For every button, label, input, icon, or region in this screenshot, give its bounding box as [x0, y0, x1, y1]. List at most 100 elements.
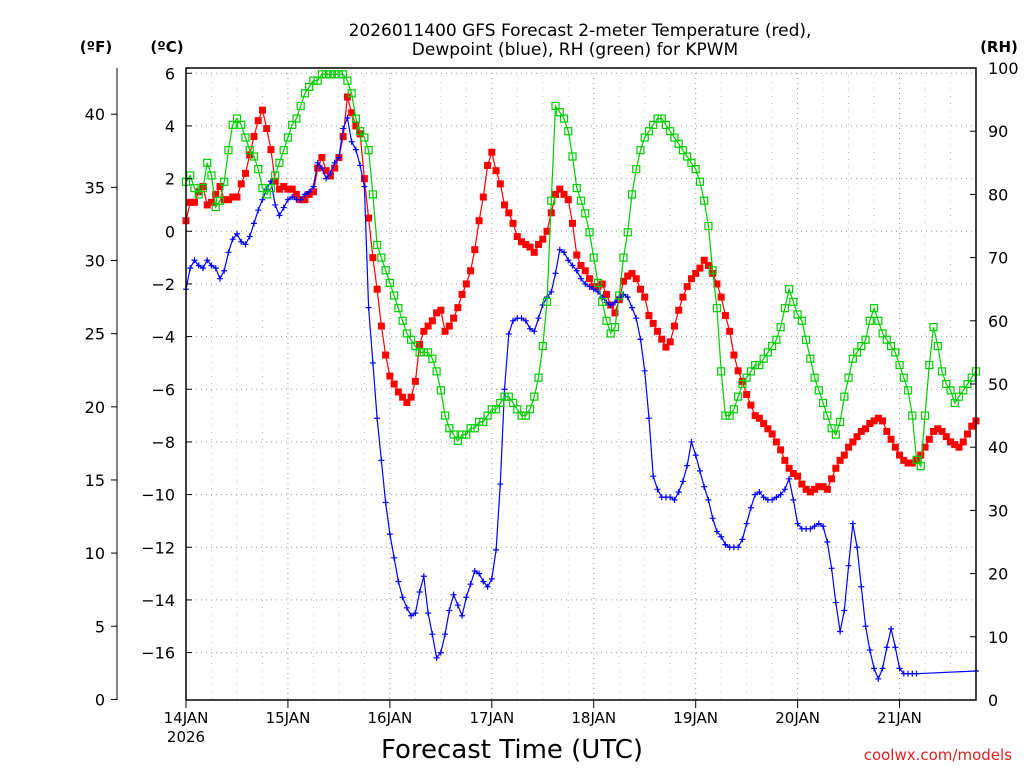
- rh-point: [704, 221, 713, 231]
- dewpoint-point: [624, 294, 631, 301]
- temperature-point: [649, 319, 657, 327]
- temperature-point: [751, 412, 759, 420]
- rh-point: [797, 316, 806, 325]
- rh-point: [827, 424, 836, 433]
- temperature-point: [331, 164, 339, 172]
- rh-point: [258, 183, 267, 193]
- fahrenheit-tick-label: 35: [85, 178, 105, 197]
- rh-point: [785, 285, 794, 294]
- temperature-point: [377, 322, 385, 330]
- rh-point: [564, 127, 573, 136]
- dewpoint-point: [510, 317, 517, 324]
- dewpoint-point: [858, 583, 865, 590]
- temperature-point: [403, 398, 411, 406]
- x-tick-label: 19JAN: [673, 709, 718, 727]
- dewpoint-point: [807, 525, 814, 532]
- rh-point: [466, 424, 475, 433]
- rh-point: [840, 392, 849, 401]
- temperature-point: [891, 443, 899, 451]
- rh-point: [831, 430, 840, 439]
- chart-title-line1: 2026011400 GFS Forecast 2-meter Temperat…: [349, 21, 812, 41]
- dewpoint-point: [645, 415, 652, 422]
- dewpoint-point: [420, 573, 427, 580]
- dewpoint-point: [854, 544, 861, 551]
- rh-point: [534, 373, 543, 382]
- rh-point: [610, 323, 620, 332]
- rh-point: [857, 341, 866, 351]
- fahrenheit-tick-label: 5: [95, 617, 105, 636]
- x-tick-label: 14JAN: [164, 709, 209, 727]
- temperature-point: [207, 198, 215, 206]
- plot-frame: [185, 67, 977, 701]
- dewpoint-point: [323, 175, 330, 182]
- dewpoint-point: [888, 625, 895, 632]
- dewpoint-point: [361, 183, 368, 190]
- dewpoint-point: [289, 194, 296, 201]
- dewpoint-point: [786, 475, 793, 482]
- rh-point: [908, 411, 917, 420]
- series-layer: [181, 70, 981, 682]
- dewpoint-point: [212, 265, 219, 272]
- dewpoint-point: [832, 599, 839, 606]
- rh-point: [678, 146, 688, 155]
- rh-point: [848, 354, 857, 363]
- rh-point: [916, 462, 925, 471]
- rh-point: [865, 316, 874, 325]
- temperature-point: [624, 272, 632, 280]
- dewpoint-point: [408, 612, 415, 619]
- rh-point: [933, 341, 942, 351]
- dewpoint-point: [667, 494, 674, 501]
- dewpoint-point: [382, 499, 389, 506]
- temperature-point: [645, 312, 653, 320]
- rh-point: [322, 70, 331, 79]
- dewpoint-point: [578, 275, 584, 282]
- rh-point: [878, 329, 887, 338]
- rh-point: [576, 196, 586, 205]
- temperature-point: [700, 256, 708, 264]
- temperature-point: [794, 472, 802, 480]
- rh-point: [313, 76, 322, 85]
- dewpoint-point: [815, 520, 822, 527]
- dewpoint-point: [352, 146, 359, 153]
- temperature-point: [908, 459, 916, 467]
- rh-tick-label: 50: [988, 375, 1008, 394]
- rh-point: [683, 152, 692, 161]
- temperature-point: [726, 327, 734, 335]
- dewpoint-point: [837, 628, 844, 635]
- rh-point: [823, 411, 832, 420]
- dewpoint-point: [446, 607, 453, 614]
- rh-tick-label: 10: [988, 628, 1008, 647]
- temperature-point: [836, 456, 844, 464]
- fahrenheit-tick-label: 0: [95, 690, 105, 709]
- dewpoint-point: [259, 196, 266, 203]
- rh-point: [606, 329, 615, 338]
- rh-point: [751, 360, 760, 370]
- temperature-point: [360, 175, 368, 183]
- rh-point: [746, 367, 755, 376]
- rh-point: [305, 82, 314, 92]
- temperature-point: [721, 312, 729, 320]
- rh-point: [428, 354, 437, 363]
- x-tick-label: 18JAN: [571, 709, 616, 727]
- dewpoint-point: [599, 294, 606, 301]
- temperature-point: [828, 475, 836, 483]
- rh-point: [886, 341, 896, 351]
- temperature-point: [619, 277, 627, 285]
- rh-point: [717, 367, 726, 376]
- temperature-point: [535, 240, 543, 248]
- temperature-point: [951, 441, 959, 449]
- temperature-point: [760, 420, 768, 427]
- dewpoint-point: [722, 541, 729, 548]
- temperature-point: [522, 240, 530, 248]
- dewpoint-point: [531, 328, 538, 335]
- rh-point: [615, 291, 624, 300]
- temperature-point: [479, 193, 487, 201]
- temperature-point: [484, 161, 492, 169]
- dewpoint-point: [548, 288, 555, 295]
- rh-point: [496, 398, 505, 408]
- rh-point: [521, 411, 530, 420]
- temperature-point: [450, 314, 458, 322]
- rh-point: [211, 202, 220, 212]
- dewpoint-point: [569, 262, 576, 269]
- fahrenheit-tick-label: 15: [85, 471, 105, 490]
